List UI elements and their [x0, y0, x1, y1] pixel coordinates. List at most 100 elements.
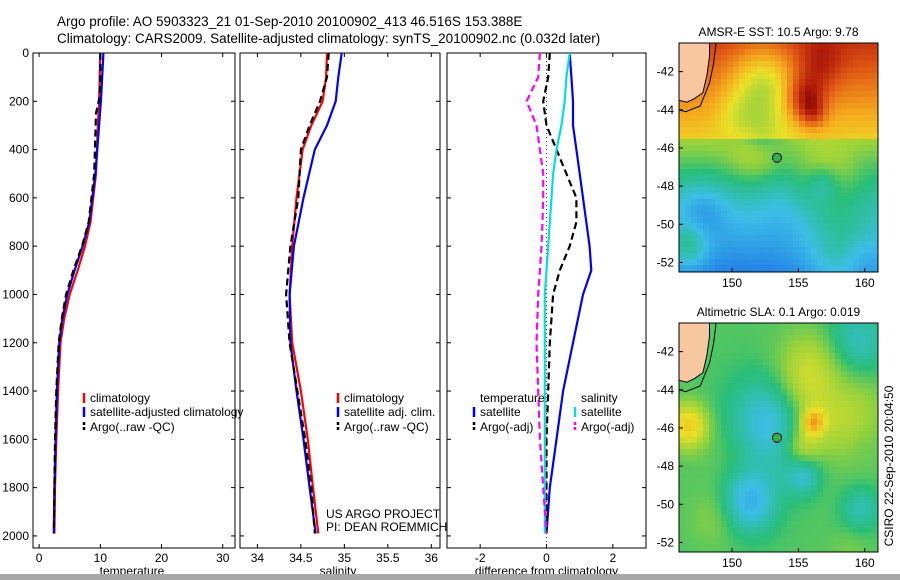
- map-cell: [793, 509, 799, 515]
- map-cell: [829, 259, 835, 265]
- map-cell: [787, 455, 793, 461]
- map-cell: [757, 49, 763, 55]
- map-cell: [775, 145, 781, 151]
- map-cell: [697, 425, 703, 431]
- map-cell: [721, 395, 727, 401]
- map-cell: [721, 265, 727, 271]
- map-cell: [769, 359, 775, 365]
- map-cell: [805, 169, 811, 175]
- map-cell: [745, 401, 751, 407]
- map-cell: [781, 259, 787, 265]
- map-cell: [871, 49, 877, 55]
- map-cell: [697, 133, 703, 139]
- map-cell: [763, 67, 769, 73]
- map-cell: [853, 503, 859, 509]
- map-cell: [805, 347, 811, 353]
- map-cell: [853, 485, 859, 491]
- series-line-temperature-argo-adj-: [542, 52, 578, 534]
- map-cell: [823, 329, 829, 335]
- map-cell: [799, 115, 805, 121]
- map-cell: [763, 509, 769, 515]
- map-cell: [715, 335, 721, 341]
- map-cell: [679, 467, 685, 473]
- map-cell: [829, 473, 835, 479]
- map-cell: [721, 341, 727, 347]
- map-cell: [841, 43, 847, 49]
- map-cell: [691, 217, 697, 223]
- map-cell: [865, 377, 871, 383]
- map-cell: [847, 181, 853, 187]
- csiro-timestamp: CSIRO 22-Sep-2010 20:04:50: [882, 385, 896, 546]
- map-cell: [679, 109, 685, 115]
- map-cell: [769, 455, 775, 461]
- map-cell: [733, 485, 739, 491]
- map-cell: [865, 223, 871, 229]
- map-cell: [787, 241, 793, 247]
- map-cell: [841, 217, 847, 223]
- map-cell: [751, 359, 757, 365]
- map-y-tick-label: -46: [657, 141, 675, 155]
- map-cell: [733, 491, 739, 497]
- map-cell: [787, 205, 793, 211]
- map-cell: [757, 253, 763, 259]
- map-cell: [703, 359, 709, 365]
- map-cell: [871, 223, 877, 229]
- map-cell: [709, 217, 715, 223]
- map-cell: [829, 247, 835, 253]
- map-cell: [769, 515, 775, 521]
- map-cell: [691, 151, 697, 157]
- map-cell: [829, 55, 835, 61]
- map-cell: [697, 241, 703, 247]
- map-cell: [733, 347, 739, 353]
- map-cell: [727, 43, 733, 49]
- map-cell: [739, 259, 745, 265]
- map-cell: [685, 449, 691, 455]
- map-cell: [739, 217, 745, 223]
- map-cell: [841, 79, 847, 85]
- map-cell: [769, 533, 775, 539]
- shelf-contour: [678, 322, 717, 393]
- map-cell: [715, 479, 721, 485]
- map-cell: [853, 419, 859, 425]
- map-cell: [793, 109, 799, 115]
- map-cell: [823, 241, 829, 247]
- map-cell: [829, 145, 835, 151]
- map-cell: [757, 115, 763, 121]
- map-cell: [829, 347, 835, 353]
- map-cell: [799, 377, 805, 383]
- map-cell: [871, 133, 877, 139]
- map-cell: [853, 181, 859, 187]
- map-cell: [727, 103, 733, 109]
- map-cell: [799, 365, 805, 371]
- map-cell: [679, 515, 685, 521]
- map-cell: [781, 97, 787, 103]
- map-cell: [823, 407, 829, 413]
- map-cell: [727, 413, 733, 419]
- map-sla-map: [678, 322, 879, 553]
- map-cell: [811, 335, 817, 341]
- map-cell: [817, 163, 823, 169]
- map-cell: [685, 461, 691, 467]
- map-cell: [811, 253, 817, 259]
- map-cell: [853, 425, 859, 431]
- map-cell: [697, 467, 703, 473]
- map-cell: [859, 151, 865, 157]
- map-cell: [769, 539, 775, 545]
- map-cell: [733, 545, 739, 551]
- map-cell: [709, 359, 715, 365]
- map-cell: [703, 91, 709, 97]
- map-cell: [781, 443, 787, 449]
- map-cell: [763, 115, 769, 121]
- map-y-tick-label: -46: [657, 421, 675, 435]
- map-cell: [685, 187, 691, 193]
- map-cell: [763, 527, 769, 533]
- map-cell: [709, 211, 715, 217]
- map-cell: [733, 91, 739, 97]
- map-cell: [745, 515, 751, 521]
- map-cell: [703, 169, 709, 175]
- map-cell: [727, 431, 733, 437]
- map-cell: [775, 187, 781, 193]
- y-tick-label: 400: [9, 143, 29, 157]
- map-cell: [799, 341, 805, 347]
- map-cell: [841, 443, 847, 449]
